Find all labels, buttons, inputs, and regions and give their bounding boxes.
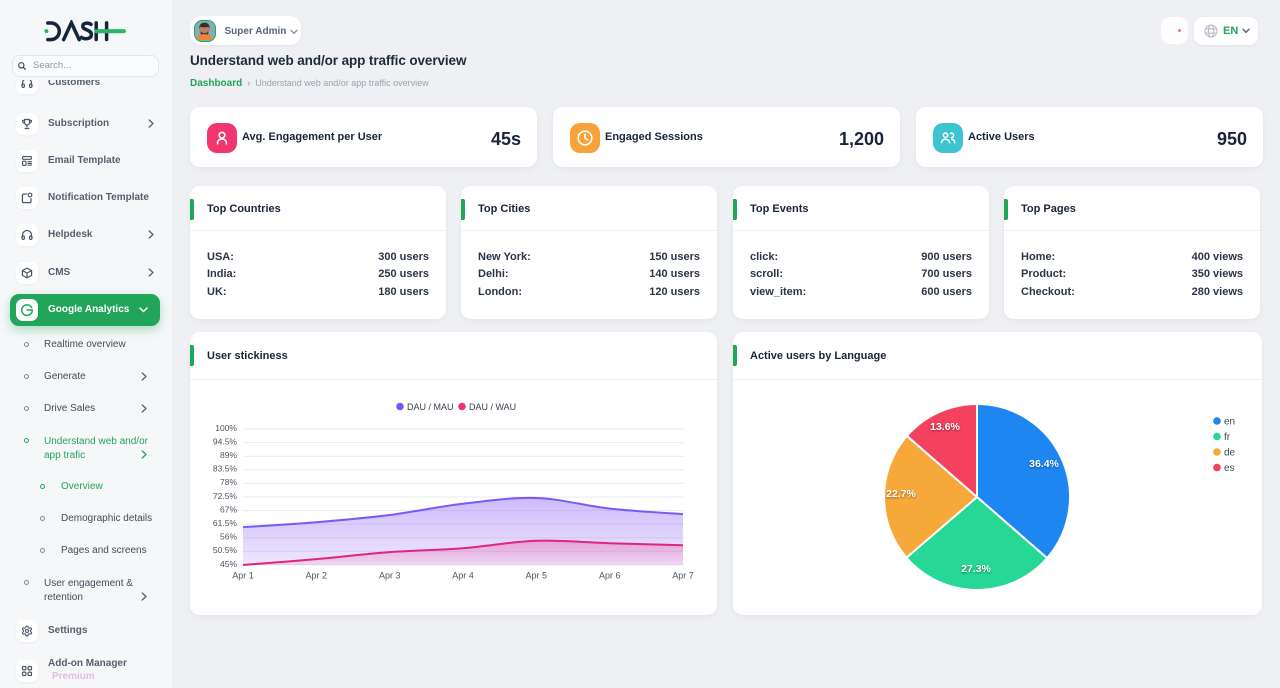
svg-text:22.7%: 22.7% [886, 488, 916, 500]
svg-text:Apr 7: Apr 7 [672, 571, 694, 581]
svg-text:Apr 3: Apr 3 [379, 571, 401, 581]
svg-text:13.6%: 13.6% [930, 421, 960, 433]
svg-text:es: es [1224, 463, 1235, 474]
svg-text:Apr 6: Apr 6 [599, 571, 621, 581]
svg-text:Apr 1: Apr 1 [232, 571, 254, 581]
svg-text:en: en [1224, 417, 1235, 428]
svg-text:78%: 78% [220, 477, 237, 487]
svg-text:94.5%: 94.5% [213, 436, 238, 446]
svg-text:Apr 5: Apr 5 [526, 571, 548, 581]
svg-text:56%: 56% [220, 532, 237, 542]
svg-text:36.4%: 36.4% [1029, 458, 1059, 470]
svg-text:83.5%: 83.5% [213, 464, 238, 474]
svg-text:de: de [1224, 448, 1236, 459]
svg-text:89%: 89% [220, 450, 237, 460]
svg-text:45%: 45% [220, 559, 237, 569]
svg-text:DAU / WAU: DAU / WAU [469, 402, 516, 412]
svg-text:Apr 4: Apr 4 [452, 571, 474, 581]
svg-text:Apr 2: Apr 2 [306, 571, 328, 581]
svg-text:72.5%: 72.5% [213, 491, 238, 501]
svg-text:fr: fr [1224, 432, 1231, 443]
svg-text:50.5%: 50.5% [213, 545, 238, 555]
svg-text:67%: 67% [220, 504, 237, 514]
svg-text:27.3%: 27.3% [961, 563, 991, 575]
svg-text:DAU / MAU: DAU / MAU [407, 402, 454, 412]
svg-text:100%: 100% [215, 423, 237, 433]
svg-text:61.5%: 61.5% [213, 518, 238, 528]
